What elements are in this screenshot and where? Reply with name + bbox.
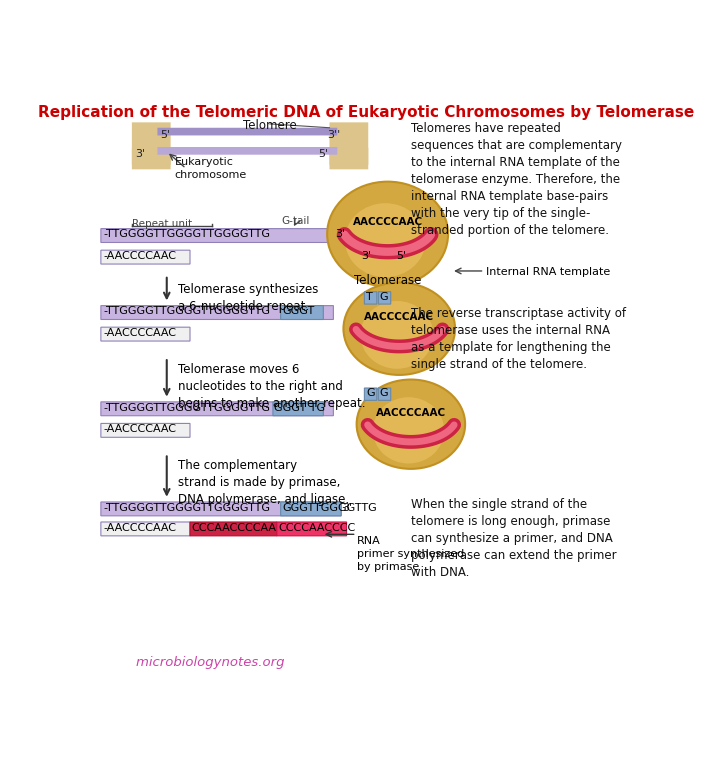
Text: CCCAACCCCAA: CCCAACCCCAA [191,523,276,533]
FancyBboxPatch shape [378,388,391,401]
Text: 5': 5' [160,130,170,140]
Ellipse shape [361,301,433,369]
Text: The complementary
strand is made by primase,
DNA polymerase, and ligase.: The complementary strand is made by prim… [178,459,349,506]
Text: The reverse transcriptase activity of
telomerase uses the internal RNA
as a temp: The reverse transcriptase activity of te… [411,307,626,371]
Text: Internal RNA template: Internal RNA template [486,267,610,277]
Ellipse shape [373,398,444,463]
Text: 3': 3' [135,150,145,159]
Text: 5': 5' [396,251,407,261]
FancyBboxPatch shape [101,402,333,416]
Text: Repeat unit: Repeat unit [132,219,192,229]
Ellipse shape [356,379,465,468]
Text: Telomerase: Telomerase [354,274,421,287]
FancyBboxPatch shape [101,229,333,243]
Text: -TTGGGGTTGGGGTTGGGGTTG: -TTGGGGTTGGGGTTGGGGTTG [104,503,270,513]
FancyBboxPatch shape [101,306,333,320]
FancyBboxPatch shape [329,122,368,165]
Text: Telomerase moves 6
nucleotides to the right and
begins to make another repeat.: Telomerase moves 6 nucleotides to the ri… [178,362,366,410]
FancyBboxPatch shape [101,502,341,516]
Text: G: G [380,388,388,398]
Text: microbiology​notes.org: microbiology​notes.org [136,656,284,669]
Text: AACCCCAAC: AACCCCAAC [364,312,434,322]
Text: Eukaryotic
chromosome: Eukaryotic chromosome [174,157,247,180]
Text: -TTGGGGTTGGGGTTGGGGTTG: -TTGGGGTTGGGGTTGGGGTTG [104,403,270,413]
FancyBboxPatch shape [101,250,190,264]
Text: 3': 3' [343,503,353,513]
FancyBboxPatch shape [101,423,190,437]
Text: -AACCCCAAC: -AACCCCAAC [104,424,176,434]
FancyBboxPatch shape [158,147,337,155]
FancyBboxPatch shape [277,522,346,536]
Text: Telomere: Telomere [243,118,297,131]
Text: T: T [366,291,373,301]
Text: 3': 3' [335,230,345,240]
Text: AACCCCAAC: AACCCCAAC [376,407,446,417]
Ellipse shape [343,282,455,375]
Text: Telomerase synthesizes
a 6-nucleotide repeat.: Telomerase synthesizes a 6-nucleotide re… [178,282,318,313]
Text: GGGT TG: GGGT TG [274,403,326,413]
Text: 3': 3' [361,251,371,261]
FancyBboxPatch shape [329,148,368,169]
Text: Replication of the Telomeric DNA of Eukaryotic Chromosomes by Telomerase: Replication of the Telomeric DNA of Euka… [38,105,694,121]
Text: -TTGGGGTTGGGGTTGGGGTTG: -TTGGGGTTGGGGTTGGGGTTG [104,230,270,240]
FancyBboxPatch shape [158,127,337,136]
Text: G: G [366,388,375,398]
FancyBboxPatch shape [281,502,341,516]
Text: G-tail: G-tail [281,216,310,227]
FancyBboxPatch shape [378,291,391,304]
FancyBboxPatch shape [273,402,323,416]
FancyBboxPatch shape [281,306,323,320]
Text: -AACCCCAAC: -AACCCCAAC [104,523,176,533]
Text: -AACCCCAAC: -AACCCCAAC [104,328,176,338]
Ellipse shape [327,182,448,286]
Text: AACCCCAAC: AACCCCAAC [353,217,423,227]
Ellipse shape [345,203,426,277]
Text: G: G [380,291,388,301]
Text: -TTGGGGTTGGGGTTGGGGTTG: -TTGGGGTTGGGGTTGGGGTTG [104,307,270,317]
Text: -AACCCCAAC: -AACCCCAAC [104,251,176,261]
Text: GGGT: GGGT [282,307,314,317]
FancyBboxPatch shape [101,522,190,536]
FancyBboxPatch shape [132,148,171,169]
FancyBboxPatch shape [190,522,277,536]
Text: Telomeres have repeated
sequences that are complementary
to the internal RNA tem: Telomeres have repeated sequences that a… [411,122,622,237]
Text: RNA
primer synthesized
by primase: RNA primer synthesized by primase [356,536,464,572]
FancyBboxPatch shape [364,388,377,401]
FancyBboxPatch shape [364,291,377,304]
Text: 3'': 3'' [327,130,341,140]
Text: CCCCAACCCC: CCCCAACCCC [278,523,356,533]
FancyBboxPatch shape [101,327,190,341]
Text: When the single strand of the
telomere is long enough, primase
can synthesize a : When the single strand of the telomere i… [411,498,616,579]
Text: 5': 5' [318,150,328,159]
FancyBboxPatch shape [132,122,171,165]
Text: GGGTTGGGGTTG: GGGTTGGGGTTG [282,503,377,513]
